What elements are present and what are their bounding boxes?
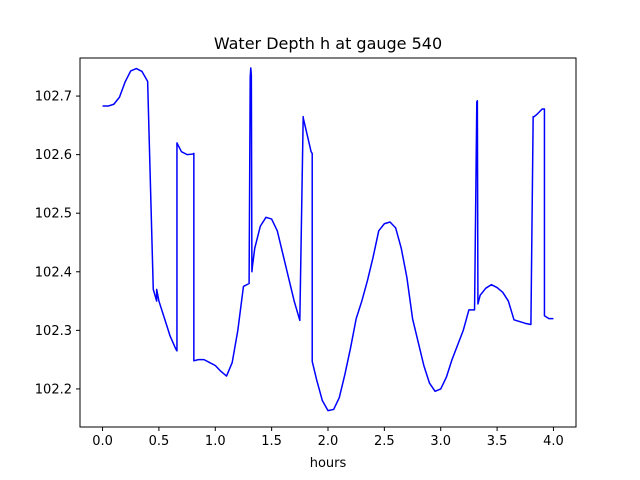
x-tick-label: 3.5	[487, 434, 508, 449]
series-layer	[102, 67, 554, 412]
chart-title: Water Depth h at gauge 540	[214, 34, 442, 53]
x-axis-label: hours	[310, 456, 347, 471]
x-tick-label: 1.0	[205, 434, 226, 449]
y-tick-label: 102.3	[35, 324, 72, 339]
y-tick-label: 102.7	[35, 90, 72, 105]
series-line-0	[102, 67, 554, 412]
x-tick-label: 2.0	[318, 434, 339, 449]
x-tick-label: 2.5	[374, 434, 395, 449]
y-tick-label: 102.2	[35, 382, 72, 397]
y-axis: 102.2 102.3 102.4 102.5 102.6 102.7	[35, 90, 80, 397]
x-tick-label: 3.0	[430, 434, 451, 449]
x-axis: 0.0 0.5 1.0 1.5 2.0 2.5 3.0 3.5 4.0	[92, 427, 564, 449]
y-tick-label: 102.4	[35, 265, 72, 280]
x-tick-label: 0.5	[149, 434, 170, 449]
x-tick-label: 4.0	[543, 434, 564, 449]
y-tick-label: 102.6	[35, 148, 72, 163]
y-tick-label: 102.5	[35, 207, 72, 222]
x-tick-label: 1.5	[261, 434, 282, 449]
x-tick-label: 0.0	[92, 434, 113, 449]
